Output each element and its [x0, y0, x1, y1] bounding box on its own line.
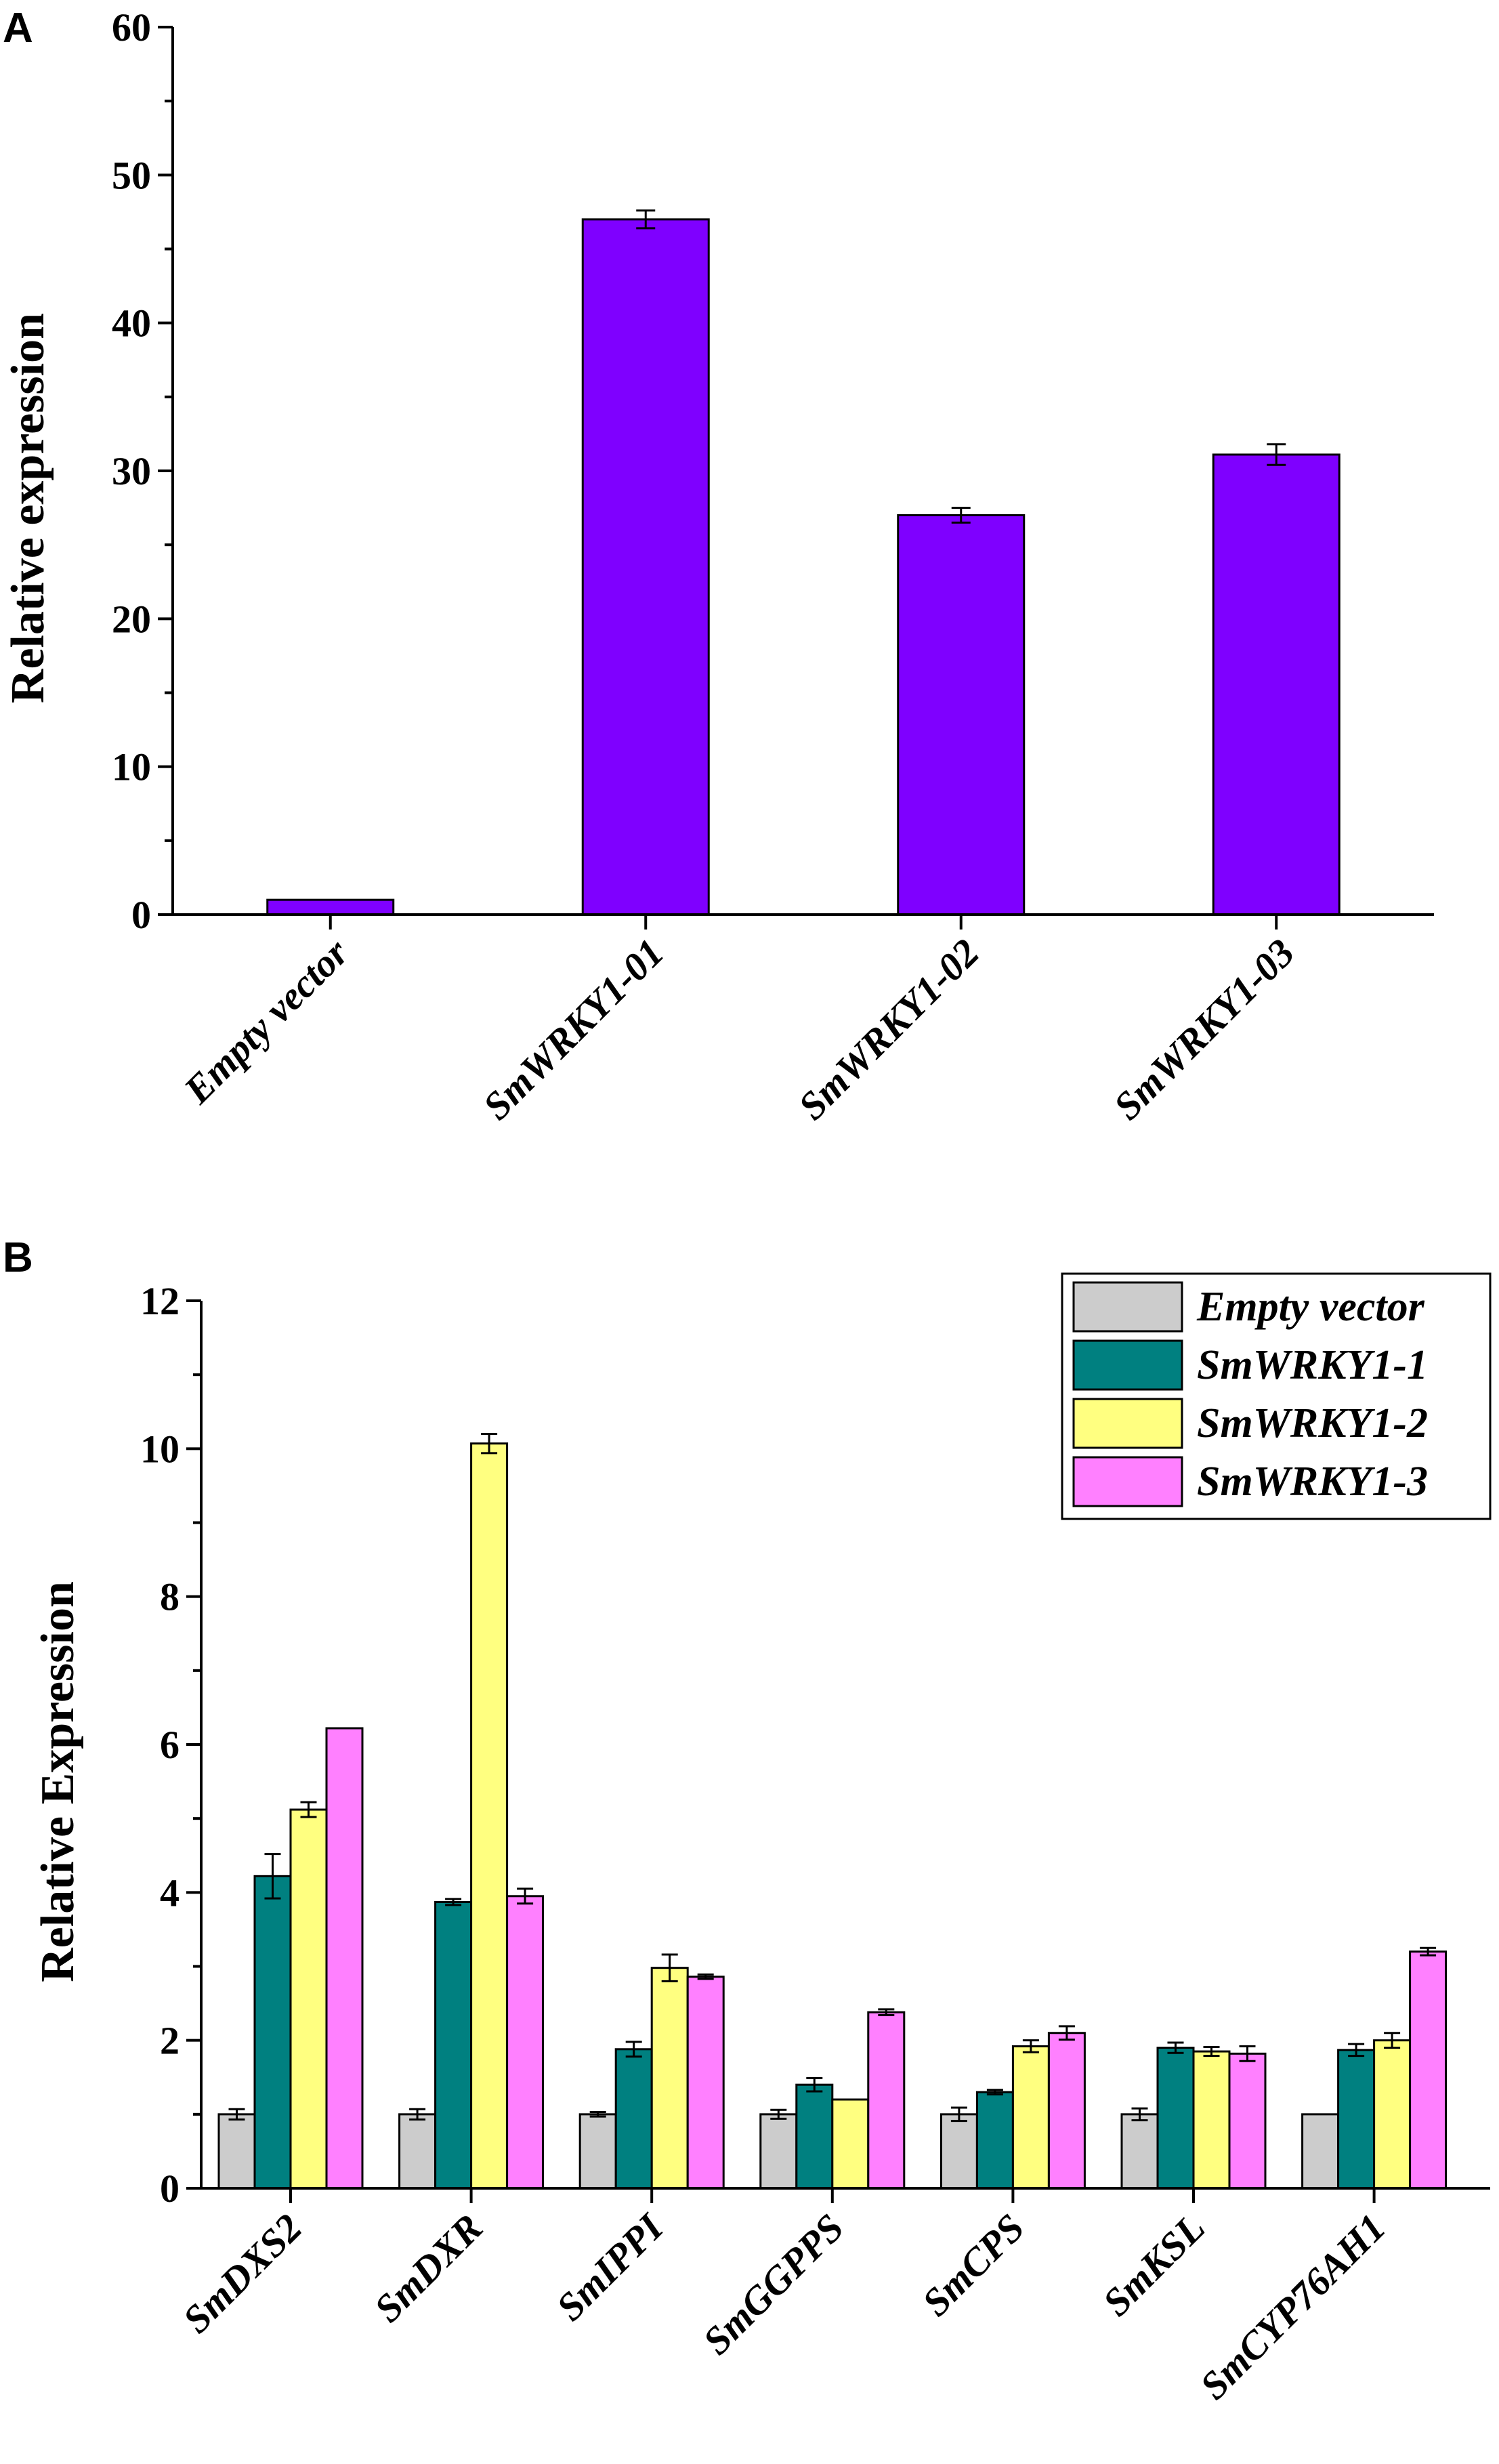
bar-b [1409, 1950, 1448, 2190]
y-tick-label-a: 0 [131, 893, 151, 937]
bar-b [253, 1875, 292, 2190]
legend-label: SmWRKY1-2 [1197, 1400, 1428, 1446]
bar-b [217, 2113, 256, 2190]
legend-label: SmWRKY1-1 [1197, 1342, 1428, 1388]
bar-b [470, 1442, 509, 2190]
y-tick-label-a: 40 [112, 301, 151, 346]
legend-label: SmWRKY1-3 [1197, 1459, 1428, 1505]
legend-label: Empty vector [1196, 1284, 1425, 1330]
bar-a [266, 898, 395, 916]
y-tick-label-b: 10 [140, 1427, 180, 1471]
bar-b [795, 2083, 834, 2190]
bar-b [975, 2091, 1014, 2190]
axes-a [171, 27, 1434, 916]
bar-b [1337, 2049, 1376, 2190]
y-tick-label-a: 50 [112, 153, 151, 197]
legend-swatch [1072, 1281, 1183, 1333]
x-tick-label-b: SmDXS2 [174, 2205, 310, 2341]
bar-b [686, 1976, 725, 2190]
bar-b [1228, 2052, 1267, 2190]
x-tick-label-b: SmDXR [366, 2205, 491, 2331]
bar-b [1156, 2047, 1195, 2190]
bar-b [398, 2113, 437, 2190]
y-tick-label-b: 8 [160, 1575, 180, 1619]
bar-b [1192, 2050, 1231, 2190]
x-tick-label-b: SmKSL [1094, 2205, 1213, 2324]
x-tick-label-a: SmWRKY1-03 [1105, 930, 1303, 1128]
bar-b [831, 2098, 870, 2190]
bar-a [581, 218, 710, 916]
y-tick-label-b: 6 [160, 1723, 180, 1767]
bar-a [897, 514, 1026, 916]
x-tick-label-b: SmIPPI [548, 2205, 673, 2329]
x-tick-label-b: SmGGPPS [694, 2205, 852, 2363]
bar-b [759, 2113, 798, 2190]
legend-swatch [1072, 1456, 1183, 1507]
x-tick-label-b: SmCPS [914, 2205, 1033, 2324]
legend-swatch [1072, 1339, 1183, 1391]
bar-b [939, 2113, 978, 2190]
x-tick-label-b: SmCYP76AH1 [1191, 2205, 1394, 2408]
bar-b [867, 2011, 906, 2190]
y-tick-label-b: 12 [140, 1279, 180, 1323]
y-tick-label-a: 10 [112, 745, 151, 789]
legend-swatch [1072, 1398, 1183, 1449]
bar-b [289, 1808, 328, 2190]
x-tick-label-a: SmWRKY1-02 [790, 930, 988, 1128]
y-tick-label-b: 4 [160, 1871, 180, 1915]
chart-panel-a: A Relative expression 0 10 20 30 40 50 60 Empt… [2, 5, 1434, 1128]
panel-label-a: A [3, 5, 33, 51]
chart-panel-b: B Relative Expression 0 2 4 6 8 10 12 SmDXS2 Sm… [3, 1234, 1492, 2408]
y-axis-title-b: Relative Expression [32, 1581, 84, 1982]
bar-b [434, 1901, 473, 2190]
bar-b [1373, 2039, 1412, 2190]
bar-b [1011, 2045, 1050, 2190]
bar-b [1301, 2113, 1340, 2190]
x-tick-label-a: Empty vector [175, 930, 357, 1112]
y-tick-label-b: 0 [160, 2167, 180, 2211]
legend: Empty vector SmWRKY1-1 SmWRKY1-2 SmWRKY1-3 [1061, 1272, 1492, 1520]
y-tick-label-a: 20 [112, 597, 151, 641]
bar-b [1047, 2032, 1086, 2190]
bar-b [506, 1895, 545, 2190]
panel-label-b: B [3, 1234, 33, 1281]
bar-b [614, 2048, 653, 2190]
y-tick-label-a: 30 [112, 449, 151, 493]
x-tick-label-a: SmWRKY1-01 [474, 930, 672, 1128]
y-tick-label-b: 2 [160, 2019, 180, 2063]
y-tick-label-a: 60 [112, 5, 151, 49]
y-axis-title-a: Relative expression [2, 313, 54, 703]
bar-b [1120, 2113, 1159, 2190]
bar-b [578, 2113, 617, 2190]
bar-b [325, 1727, 364, 2190]
bar-a [1212, 453, 1340, 916]
axes-b [200, 1301, 1490, 2190]
bar-b [650, 1967, 689, 2190]
